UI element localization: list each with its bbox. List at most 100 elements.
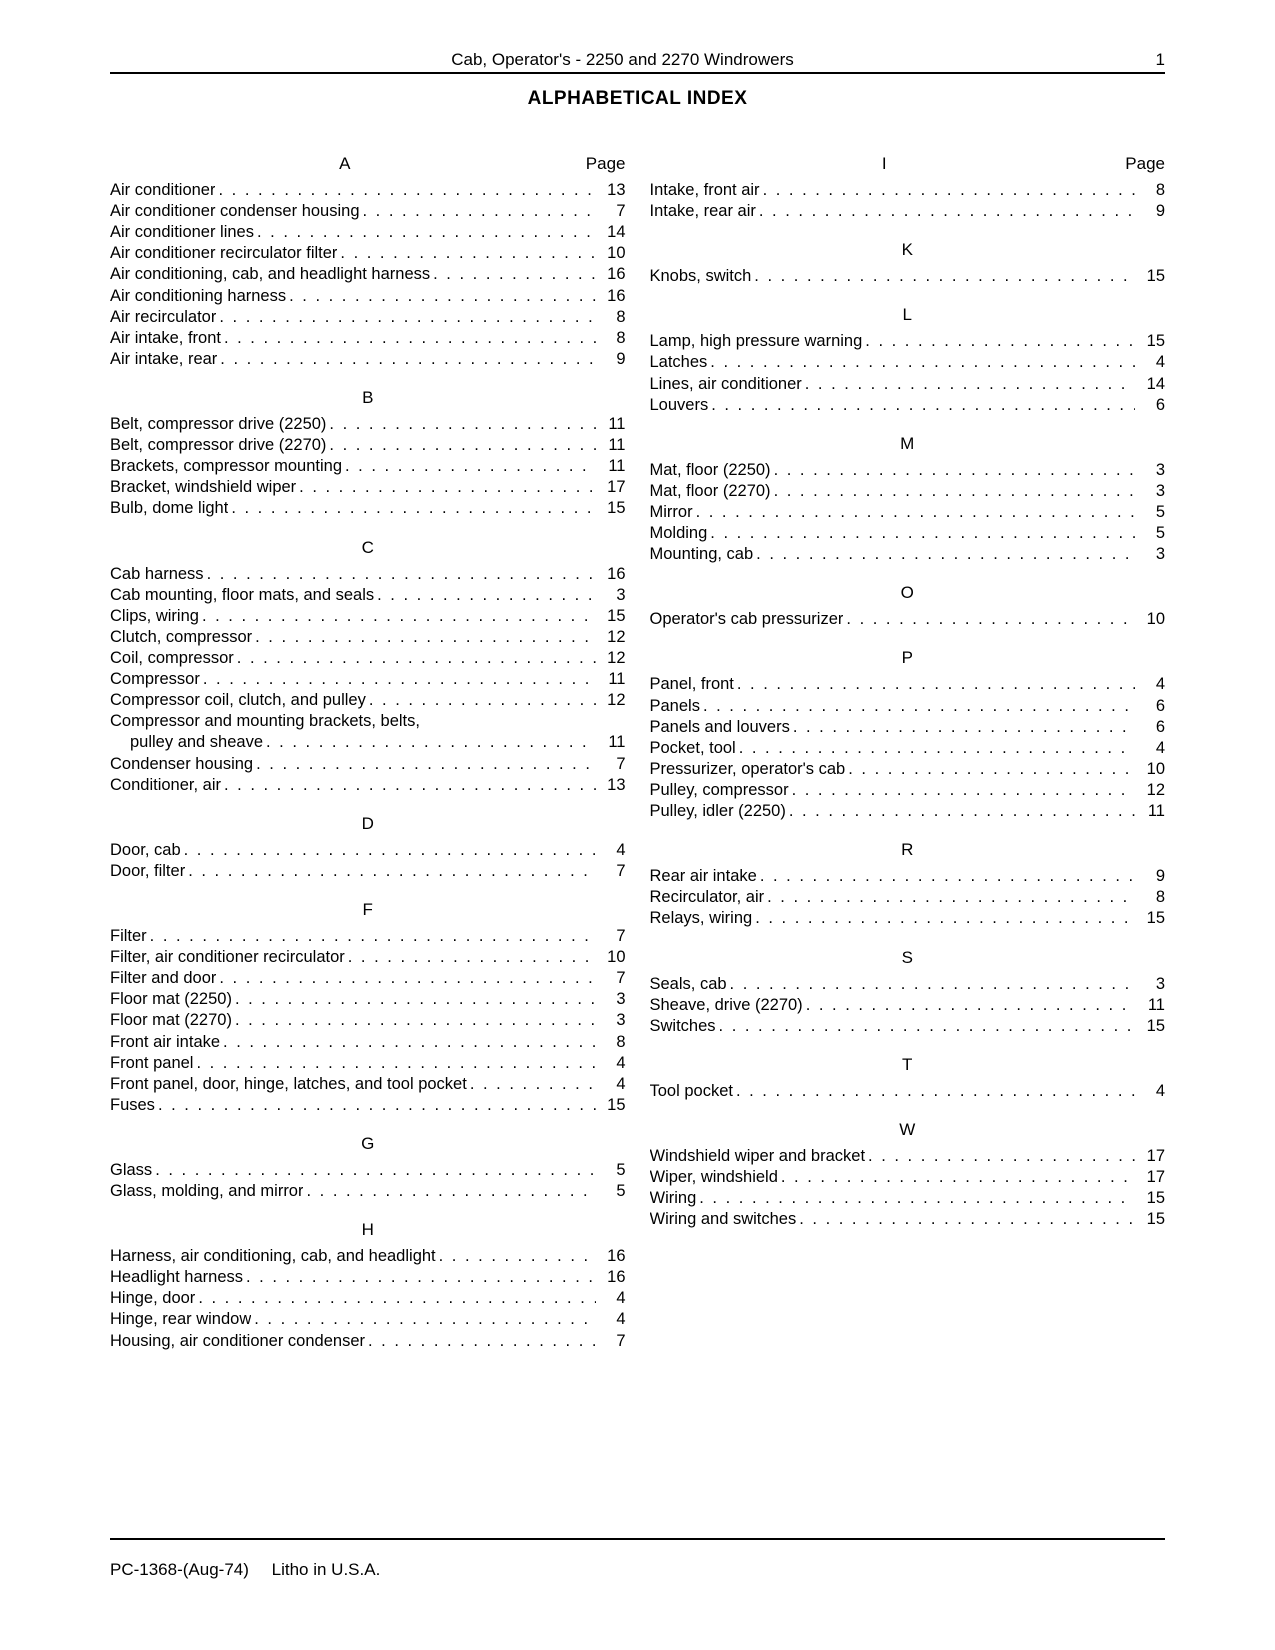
leader-dots (365, 1331, 596, 1352)
entry-page: 11 (596, 435, 626, 456)
entry-label: Front panel (110, 1053, 193, 1074)
entry-label: Wiring and switches (650, 1209, 797, 1230)
entry-page: 3 (596, 1010, 626, 1031)
entry-page: 15 (1135, 1016, 1165, 1037)
index-entry: Bracket, windshield wiper17 (110, 477, 626, 498)
entry-label: Seals, cab (650, 974, 727, 995)
index-entry: Louvers6 (650, 395, 1166, 416)
page-header: Cab, Operator's - 2250 and 2270 Windrowe… (110, 50, 1165, 74)
entry-label: Housing, air conditioner condenser (110, 1331, 365, 1352)
leader-dots (778, 1167, 1135, 1188)
entry-page: 15 (596, 1095, 626, 1116)
leader-dots (252, 627, 595, 648)
entry-label: Cab mounting, floor mats, and seals (110, 585, 374, 606)
leader-dots (360, 201, 596, 222)
leader-dots (296, 477, 595, 498)
entry-label: Lamp, high pressure warning (650, 331, 863, 352)
index-entry: Recirculator, air8 (650, 887, 1166, 908)
leader-dots (757, 866, 1135, 887)
entry-page: 3 (596, 585, 626, 606)
section-header: D (110, 814, 626, 834)
index-entry: Mat, floor (2250)3 (650, 460, 1166, 481)
entry-label: Operator's cab pressurizer (650, 609, 844, 630)
leader-dots (200, 669, 596, 690)
index-entry: Air conditioner condenser housing7 (110, 201, 626, 222)
leader-dots (220, 1032, 595, 1053)
leader-dots (152, 1160, 595, 1181)
entry-label: Fuses (110, 1095, 155, 1116)
leader-dots (707, 523, 1135, 544)
index-entry: Mirror5 (650, 502, 1166, 523)
leader-dots (803, 995, 1135, 1016)
leader-dots (228, 498, 595, 519)
index-entry: pulley and sheave11 (110, 732, 626, 753)
entry-page: 8 (1135, 180, 1165, 201)
leader-dots (751, 266, 1135, 287)
leader-dots (771, 481, 1135, 502)
entry-label: Air conditioning harness (110, 286, 286, 307)
index-entry: Molding5 (650, 523, 1166, 544)
leader-dots (215, 180, 595, 201)
footer-code: PC-1368-(Aug-74) (110, 1560, 249, 1579)
entry-label: Headlight harness (110, 1267, 243, 1288)
leader-dots (204, 564, 596, 585)
section-header: T (650, 1055, 1166, 1075)
section-header: R (650, 840, 1166, 860)
index-entry: Seals, cab3 (650, 974, 1166, 995)
leader-dots (253, 754, 595, 775)
section-header: P (650, 648, 1166, 668)
index-entry: Rear air intake9 (650, 866, 1166, 887)
entry-label: Compressor and mounting brackets, belts, (110, 711, 420, 732)
leader-dots (436, 1246, 596, 1267)
index-entry: Compressor and mounting brackets, belts, (110, 711, 626, 732)
index-title: ALPHABETICAL INDEX (110, 88, 1165, 110)
leader-dots (708, 395, 1135, 416)
leader-dots (716, 1016, 1135, 1037)
leader-dots (366, 690, 596, 711)
entry-page: 4 (596, 840, 626, 861)
entry-label: Mat, floor (2250) (650, 460, 771, 481)
index-entry: Mat, floor (2270)3 (650, 481, 1166, 502)
index-entry: Filter, air conditioner recirculator10 (110, 947, 626, 968)
entry-label: Intake, front air (650, 180, 760, 201)
leader-dots (286, 286, 595, 307)
leader-dots (753, 544, 1135, 565)
index-entry: Air intake, front8 (110, 328, 626, 349)
leader-dots (199, 606, 596, 627)
leader-dots (217, 349, 595, 370)
entry-label: Brackets, compressor mounting (110, 456, 342, 477)
index-entry: Cab mounting, floor mats, and seals 3 (110, 585, 626, 606)
entry-page: 3 (1135, 544, 1165, 565)
entry-page: 15 (1135, 331, 1165, 352)
leader-dots (727, 974, 1135, 995)
entry-label: Relays, wiring (650, 908, 753, 929)
index-entry: Latches4 (650, 352, 1166, 373)
index-entry: Panels and louvers6 (650, 717, 1166, 738)
entry-page: 14 (596, 222, 626, 243)
leader-dots (771, 460, 1135, 481)
entry-page: 10 (1135, 609, 1165, 630)
leader-dots (865, 1146, 1135, 1167)
entry-page: 13 (596, 180, 626, 201)
entry-label: Latches (650, 352, 708, 373)
leader-dots (155, 1095, 596, 1116)
section-header: C (110, 538, 626, 558)
entry-label: Air conditioner condenser housing (110, 201, 360, 222)
entry-label: Intake, rear air (650, 201, 756, 222)
index-entry: Wiring15 (650, 1188, 1166, 1209)
entry-page: 16 (596, 1246, 626, 1267)
entry-page: 5 (596, 1181, 626, 1202)
section-letter: G (110, 1134, 626, 1154)
index-entry: Air conditioner lines 14 (110, 222, 626, 243)
entry-label: Air conditioner lines (110, 222, 254, 243)
leader-dots (760, 180, 1135, 201)
entry-label: Air conditioning, cab, and headlight har… (110, 264, 430, 285)
section-header: B (110, 388, 626, 408)
entry-page: 4 (596, 1074, 626, 1095)
index-entry: Front air intake8 (110, 1032, 626, 1053)
section-letter: I (650, 154, 1120, 174)
entry-page: 11 (1135, 801, 1165, 822)
leader-dots (790, 717, 1135, 738)
entry-page: 5 (1135, 523, 1165, 544)
leader-dots (216, 968, 595, 989)
